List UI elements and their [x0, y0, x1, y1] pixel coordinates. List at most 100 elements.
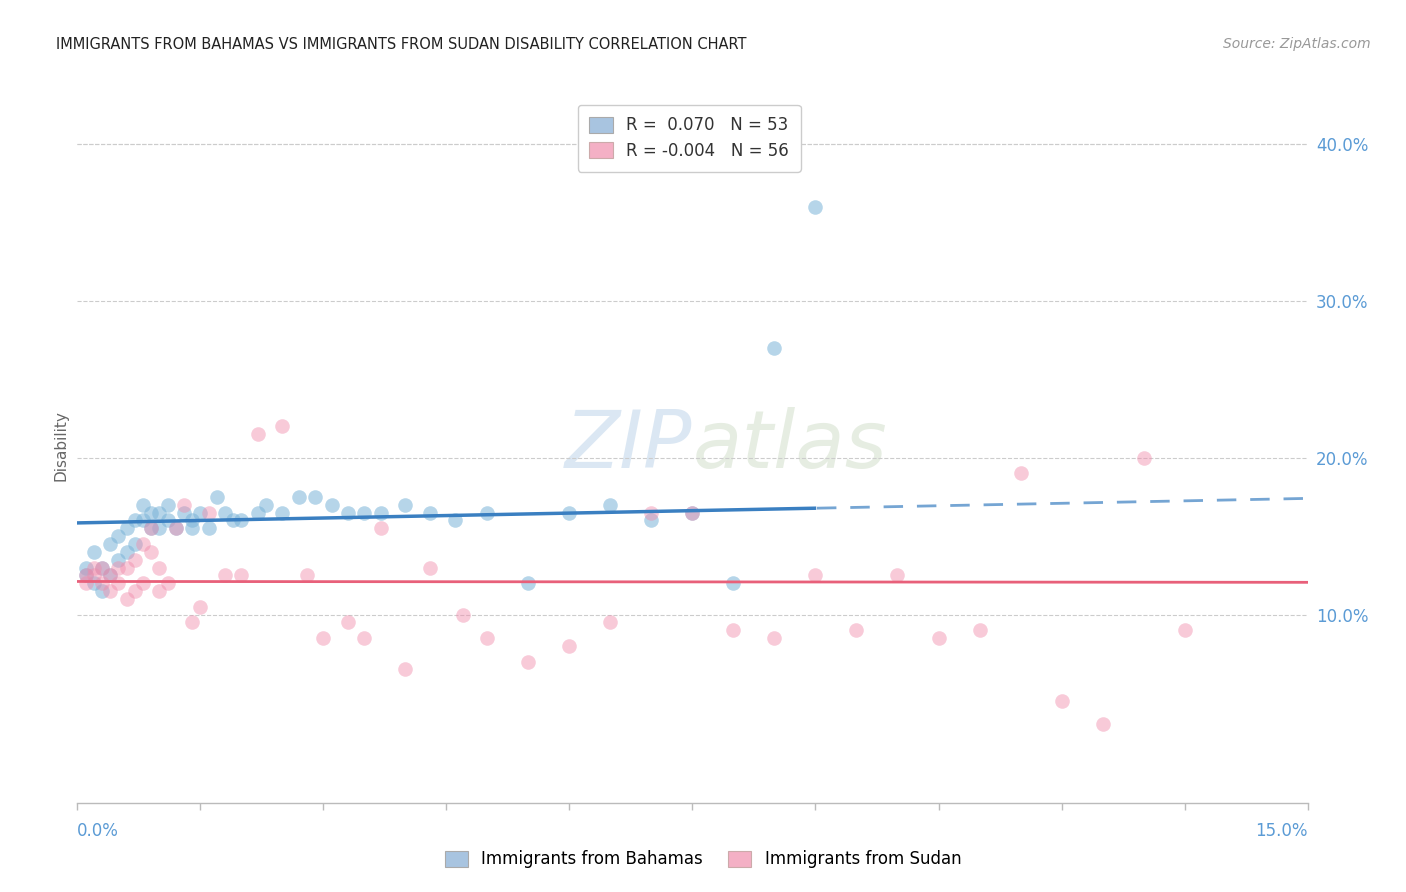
Point	[394, 498, 416, 512]
Point	[443, 514, 465, 528]
Point	[558, 506, 581, 520]
Point	[141, 521, 163, 535]
Point	[763, 631, 786, 645]
Point	[763, 341, 786, 355]
Legend: Immigrants from Bahamas, Immigrants from Sudan: Immigrants from Bahamas, Immigrants from…	[436, 842, 970, 877]
Point	[353, 506, 375, 520]
Point	[75, 560, 97, 574]
Point	[98, 568, 121, 582]
Text: IMMIGRANTS FROM BAHAMAS VS IMMIGRANTS FROM SUDAN DISABILITY CORRELATION CHART: IMMIGRANTS FROM BAHAMAS VS IMMIGRANTS FR…	[56, 37, 747, 53]
Point	[1174, 624, 1197, 638]
Point	[558, 639, 581, 653]
Point	[419, 560, 441, 574]
Point	[337, 506, 360, 520]
Point	[304, 490, 326, 504]
Point	[723, 624, 745, 638]
Point	[188, 599, 212, 614]
Point	[173, 498, 195, 512]
Point	[1050, 694, 1073, 708]
Point	[156, 576, 179, 591]
Point	[517, 655, 540, 669]
Point	[723, 576, 745, 591]
Point	[90, 560, 114, 574]
Point	[83, 576, 105, 591]
Point	[141, 545, 163, 559]
Point	[124, 514, 146, 528]
Point	[682, 506, 704, 520]
Point	[231, 568, 253, 582]
Point	[141, 506, 163, 520]
Point	[214, 506, 236, 520]
Point	[928, 631, 950, 645]
Point	[148, 506, 170, 520]
Point	[115, 545, 138, 559]
Point	[75, 568, 97, 582]
Point	[181, 615, 204, 630]
Point	[107, 529, 129, 543]
Point	[886, 568, 908, 582]
Point	[148, 521, 170, 535]
Point	[337, 615, 360, 630]
Point	[107, 576, 129, 591]
Point	[165, 521, 187, 535]
Point	[115, 521, 138, 535]
Point	[1132, 450, 1154, 465]
Point	[477, 506, 499, 520]
Point	[451, 607, 474, 622]
Text: ZIP: ZIP	[565, 407, 693, 485]
Point	[969, 624, 991, 638]
Point	[115, 560, 138, 574]
Point	[288, 490, 311, 504]
Point	[295, 568, 318, 582]
Point	[231, 514, 253, 528]
Point	[124, 537, 146, 551]
Text: Source: ZipAtlas.com: Source: ZipAtlas.com	[1223, 37, 1371, 52]
Point	[640, 506, 662, 520]
Point	[370, 506, 392, 520]
Point	[173, 506, 195, 520]
Text: atlas: atlas	[693, 407, 887, 485]
Point	[353, 631, 375, 645]
Point	[124, 584, 146, 599]
Point	[517, 576, 540, 591]
Point	[181, 521, 204, 535]
Point	[197, 521, 219, 535]
Point	[107, 560, 129, 574]
Point	[370, 521, 392, 535]
Point	[98, 568, 121, 582]
Text: 15.0%: 15.0%	[1256, 822, 1308, 839]
Point	[205, 490, 228, 504]
Point	[83, 560, 105, 574]
Point	[599, 498, 621, 512]
Point	[254, 498, 277, 512]
Point	[83, 568, 105, 582]
Point	[148, 560, 170, 574]
Point	[419, 506, 441, 520]
Point	[188, 506, 212, 520]
Point	[148, 584, 170, 599]
Point	[132, 514, 155, 528]
Point	[312, 631, 335, 645]
Point	[124, 552, 146, 566]
Point	[141, 521, 163, 535]
Point	[197, 506, 219, 520]
Point	[477, 631, 499, 645]
Y-axis label: Disability: Disability	[53, 410, 69, 482]
Point	[214, 568, 236, 582]
Point	[75, 568, 97, 582]
Point	[599, 615, 621, 630]
Point	[640, 514, 662, 528]
Point	[804, 568, 827, 582]
Point	[107, 552, 129, 566]
Point	[321, 498, 343, 512]
Point	[156, 498, 179, 512]
Point	[165, 521, 187, 535]
Point	[132, 537, 155, 551]
Point	[1010, 467, 1032, 481]
Point	[115, 591, 138, 606]
Point	[98, 584, 121, 599]
Point	[181, 514, 204, 528]
Point	[156, 514, 179, 528]
Point	[246, 427, 269, 442]
Point	[222, 514, 245, 528]
